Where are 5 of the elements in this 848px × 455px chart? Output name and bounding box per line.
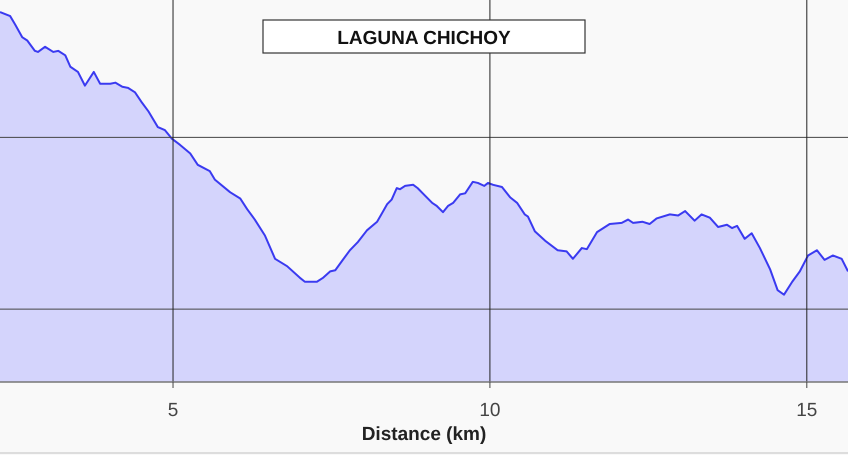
- x-tick-label: 10: [479, 400, 500, 421]
- x-axis-title: Distance (km): [362, 424, 486, 445]
- x-tick-label: 15: [796, 400, 818, 421]
- x-tick-label: 5: [168, 400, 178, 421]
- text: LAGUNA CHICHOY: [337, 28, 512, 49]
